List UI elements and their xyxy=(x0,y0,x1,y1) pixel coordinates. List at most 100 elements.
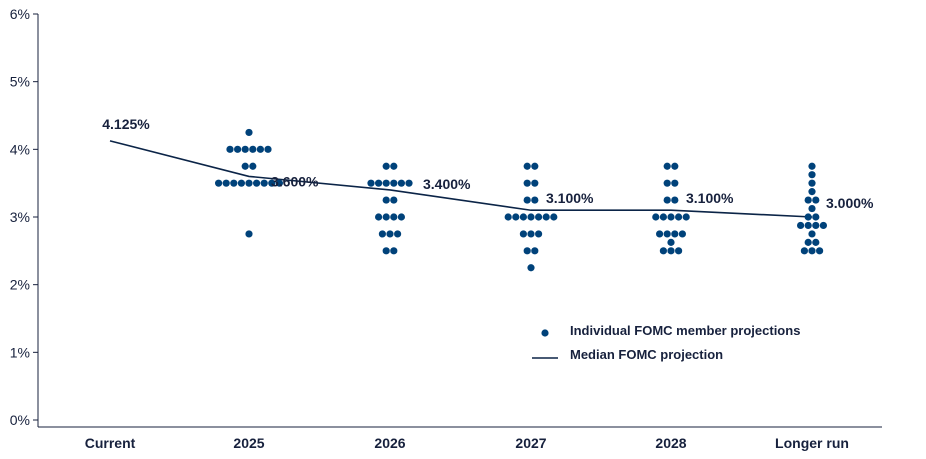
projection-dot xyxy=(394,230,402,238)
projection-dot xyxy=(812,238,820,246)
projection-dot xyxy=(671,179,679,187)
projection-dot xyxy=(382,196,390,204)
projection-dot xyxy=(531,162,539,170)
projection-dot xyxy=(812,196,820,204)
x-category-label: Longer run xyxy=(775,435,849,451)
projection-dot xyxy=(367,179,375,187)
projection-dot xyxy=(527,264,535,272)
y-tick-label: 2% xyxy=(10,277,30,293)
projection-dot xyxy=(405,179,413,187)
projection-dot xyxy=(256,145,264,153)
projection-dot xyxy=(667,247,675,255)
median-value-label: 3.100% xyxy=(546,190,594,206)
projection-dot xyxy=(226,145,234,153)
projection-dot xyxy=(812,213,820,221)
projection-dot xyxy=(671,196,679,204)
projection-dot xyxy=(663,179,671,187)
x-category-label: Current xyxy=(85,435,136,451)
projection-dot xyxy=(382,213,390,221)
projection-dot xyxy=(535,230,543,238)
x-category-label: 2025 xyxy=(233,435,264,451)
axes xyxy=(37,14,882,428)
projection-dot xyxy=(667,238,675,246)
projection-dot xyxy=(659,213,668,221)
projection-dot xyxy=(804,238,812,246)
projection-dot xyxy=(260,179,268,187)
projection-dot xyxy=(671,230,679,238)
projection-dot xyxy=(531,247,539,255)
projection-dot xyxy=(249,145,257,153)
projection-dot xyxy=(797,221,805,230)
projection-dot xyxy=(237,179,245,187)
projection-dot xyxy=(215,179,223,187)
projection-dot xyxy=(527,230,535,238)
projection-dot xyxy=(523,247,531,255)
x-category-label: 2026 xyxy=(374,435,405,451)
projection-dot xyxy=(808,230,816,238)
projection-dot xyxy=(222,179,230,187)
projection-dot xyxy=(268,179,276,187)
median-value-label: 3.100% xyxy=(686,190,734,206)
projection-dot xyxy=(808,204,816,213)
projection-dot xyxy=(264,145,272,153)
projection-dot xyxy=(253,179,261,187)
projection-dot xyxy=(386,230,394,238)
projection-dot xyxy=(808,162,816,170)
median-value-label: 4.125% xyxy=(102,116,150,132)
projection-dot xyxy=(519,213,528,221)
projection-dot xyxy=(378,230,386,238)
projection-dot xyxy=(519,230,528,238)
projection-dot xyxy=(550,213,558,221)
projection-dot xyxy=(678,230,687,238)
projection-dot xyxy=(245,179,253,187)
y-tick-label: 3% xyxy=(10,209,30,225)
projection-dot xyxy=(663,196,671,204)
projection-dot xyxy=(659,247,668,255)
median-value-label: 3.000% xyxy=(826,195,874,211)
projection-dots xyxy=(215,128,828,272)
projection-dot xyxy=(535,213,543,221)
projection-dot xyxy=(397,179,405,187)
x-category-label: 2028 xyxy=(655,435,686,451)
median-line-group xyxy=(109,140,813,218)
projection-dot xyxy=(275,179,283,187)
projection-dot xyxy=(663,230,671,238)
projection-dot xyxy=(390,247,398,255)
legend: Individual FOMC member projections Media… xyxy=(532,323,800,362)
projection-dot xyxy=(804,196,812,204)
median-value-label: 3.400% xyxy=(423,176,471,192)
projection-dot xyxy=(249,162,257,170)
projection-dot xyxy=(808,188,816,196)
projection-dot xyxy=(816,247,824,255)
projection-dot xyxy=(375,179,383,187)
projection-dot xyxy=(812,221,820,230)
projection-dot xyxy=(527,213,535,221)
median-value-labels: 4.125% 3.600% 3.400% 3.100% 3.100% 3.000% xyxy=(102,116,874,211)
projection-dot xyxy=(397,213,405,221)
projection-dot xyxy=(671,162,679,170)
projection-dot xyxy=(390,213,398,221)
projection-dot xyxy=(663,162,671,170)
projection-dot xyxy=(656,230,664,238)
legend-dot-marker xyxy=(541,329,549,337)
projection-dot xyxy=(523,162,531,170)
y-tick-label: 4% xyxy=(10,141,30,157)
median-projection-line xyxy=(109,140,813,218)
projection-dot xyxy=(390,179,398,187)
projection-dot xyxy=(245,128,253,137)
projection-dot xyxy=(523,196,531,204)
projection-dot xyxy=(390,196,398,204)
projection-dot xyxy=(652,213,660,221)
projection-dot xyxy=(804,221,812,230)
y-tick-label: 5% xyxy=(10,74,30,90)
projection-dot xyxy=(808,179,816,187)
projection-dot xyxy=(819,221,828,230)
projection-dot xyxy=(808,171,816,179)
projection-dot xyxy=(804,213,812,221)
projection-dot xyxy=(542,213,550,221)
projection-dot xyxy=(382,247,390,255)
projection-dot xyxy=(523,179,531,187)
projection-dot xyxy=(390,162,398,170)
projection-dot xyxy=(682,213,690,221)
